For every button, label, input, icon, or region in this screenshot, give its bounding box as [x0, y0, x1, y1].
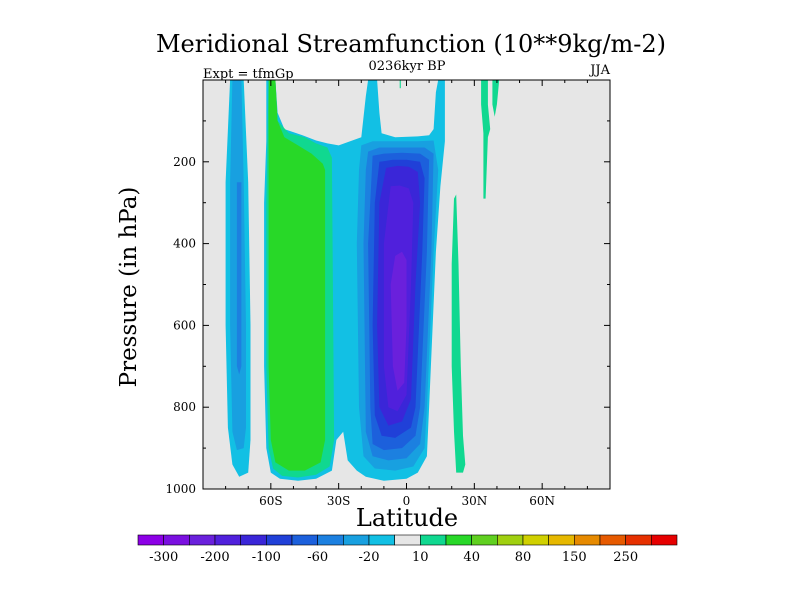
colorbar-swatch [163, 534, 190, 546]
y-tick-label: 1000 [165, 482, 196, 496]
colorbar-swatch [368, 534, 395, 546]
contour-region-12 [390, 251, 407, 391]
colorbar-swatch [651, 534, 678, 546]
contour-region-2 [236, 182, 242, 375]
colorbar-swatch [420, 534, 447, 546]
colorbar-swatch [394, 534, 421, 546]
contour-region-13 [399, 80, 401, 89]
contour-region-5 [268, 80, 326, 471]
contour-region-16 [492, 80, 500, 117]
colorbar-swatch [522, 534, 549, 546]
colorbar [137, 534, 678, 546]
colorbar-swatch [343, 534, 370, 546]
colorbar-swatch [317, 534, 344, 546]
contour-region-14 [451, 194, 466, 473]
subtitle-experiment: Expt = tfmGp [203, 67, 294, 82]
x-tick-label: 30N [461, 494, 487, 508]
colorbar-swatch [189, 534, 216, 546]
x-tick-label: 0 [403, 494, 411, 508]
y-axis-label: Pressure (in hPa) [116, 187, 142, 388]
colorbar-swatch [471, 534, 498, 546]
x-axis-label: Latitude [356, 504, 458, 532]
x-tick-label: 30S [327, 494, 351, 508]
y-axis-ticks: 200 400 600 800 1000 [165, 120, 610, 496]
colorbar-label: 10 [412, 550, 429, 565]
colorbar-label: 80 [515, 550, 532, 565]
colorbar-swatch [445, 534, 472, 546]
colorbar-swatch [291, 534, 318, 546]
colorbar-label: 150 [562, 550, 587, 565]
colorbar-label: 250 [613, 550, 638, 565]
colorbar-swatch [574, 534, 601, 546]
colorbar-swatch [266, 534, 293, 546]
x-axis-ticks: 60S 30S 0 30N 60N [225, 80, 588, 508]
colorbar-label: 40 [463, 550, 480, 565]
colorbar-swatch [137, 534, 164, 546]
colorbar-swatch [497, 534, 524, 546]
colorbar-label: -60 [307, 550, 328, 565]
x-tick-label: 60S [259, 494, 283, 508]
contour-fill-layer [225, 80, 500, 481]
subtitle-season: JJA [588, 63, 610, 78]
colorbar-swatch [599, 534, 626, 546]
x-tick-label: 60N [529, 494, 555, 508]
colorbar-label: -200 [200, 550, 229, 565]
colorbar-label: -100 [252, 550, 281, 565]
colorbar-label: -20 [359, 550, 380, 565]
y-tick-label: 600 [173, 318, 196, 332]
colorbar-swatch [625, 534, 652, 546]
chart-title: Meridional Streamfunction (10**9kg/m-2) [156, 30, 666, 58]
colorbar-swatch [214, 534, 241, 546]
colorbar-swatch [240, 534, 267, 546]
subtitle-time: 0236kyr BP [369, 59, 446, 74]
y-tick-label: 200 [173, 155, 196, 169]
colorbar-label: -300 [149, 550, 178, 565]
colorbar-labels: -300 -200 -100 -60 -20 10 40 80 150 250 [149, 550, 638, 565]
contour-region-15 [481, 80, 491, 199]
y-tick-label: 400 [173, 237, 196, 251]
y-tick-label: 800 [173, 400, 196, 414]
colorbar-swatch [548, 534, 575, 546]
